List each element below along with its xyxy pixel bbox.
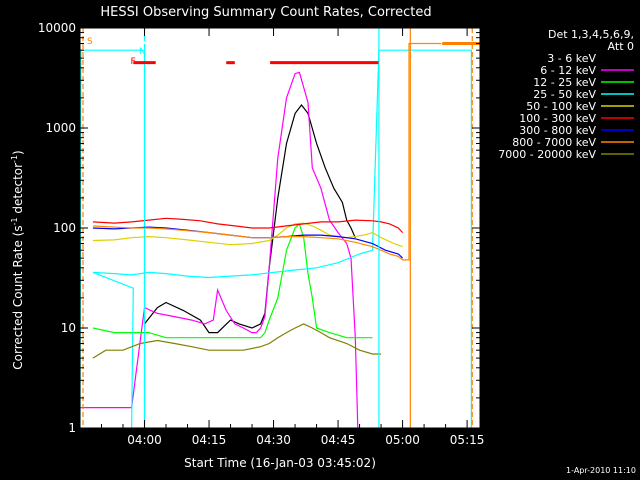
series-line-4 <box>80 49 472 428</box>
annotation-n: N <box>139 47 146 57</box>
annotation-s: S <box>87 37 93 47</box>
y-tick-label: 1000 <box>45 121 76 135</box>
x-tick-label: 05:00 <box>385 433 420 447</box>
x-tick-label: 04:15 <box>192 433 227 447</box>
series-line-8 <box>92 42 442 261</box>
y-axis-label-end: ) <box>11 150 25 155</box>
y-axis-label: Corrected Count Rate (s-1 detector-1) <box>10 150 25 369</box>
chart-title: HESSI Observing Summary Count Rates, Cor… <box>100 5 431 20</box>
plot-content <box>80 28 480 428</box>
series-line-6 <box>92 217 404 234</box>
y-axis-label-main: Corrected Count Rate (s <box>11 225 25 369</box>
legend-label-8: 800 - 7000 keV <box>512 136 596 149</box>
legend-subtitle: Att 0 <box>608 40 634 53</box>
legend-label-1: 3 - 6 keV <box>547 52 596 65</box>
y-axis-label-sup1: -1 <box>10 217 19 225</box>
y-tick-label: 1 <box>68 421 76 435</box>
plot-area: S NF 04:00 04:15 04:30 04:45 05:00 05:15 1 10 100 1… <box>38 21 485 447</box>
legend-label-5: 50 - 100 keV <box>526 100 596 113</box>
legend-label-3: 12 - 25 keV <box>533 76 596 89</box>
annotation-f: F <box>130 57 135 67</box>
legend-label-9: 7000 - 20000 keV <box>498 148 596 161</box>
y-tick-label: 100 <box>53 221 76 235</box>
y-axis-label-mid: detector <box>11 163 25 218</box>
series-line-3 <box>92 222 373 339</box>
series-line-5 <box>92 222 403 248</box>
series-line-9 <box>92 323 382 359</box>
y-tick-label: 10 <box>61 321 76 335</box>
x-tick-label: 05:15 <box>450 433 485 447</box>
timestamp: 1-Apr-2010 11:10 <box>566 466 636 475</box>
legend-label-2: 6 - 12 keV <box>540 64 596 77</box>
y-axis-label-sup2: -1 <box>10 155 19 163</box>
series-line-2 <box>80 71 359 428</box>
x-axis-label: Start Time (16-Jan-03 03:45:02) <box>184 456 376 470</box>
legend-title: Det 1,3,4,5,6,9, <box>548 28 634 41</box>
x-tick-label: 04:00 <box>127 433 162 447</box>
x-tick-label: 04:30 <box>256 433 291 447</box>
y-tick-label: 10000 <box>38 21 76 35</box>
x-tick-label: 04:45 <box>321 433 356 447</box>
legend-label-6: 100 - 300 keV <box>519 112 596 125</box>
legend-label-7: 300 - 800 keV <box>519 124 596 137</box>
legend-label-4: 25 - 50 keV <box>533 88 596 101</box>
